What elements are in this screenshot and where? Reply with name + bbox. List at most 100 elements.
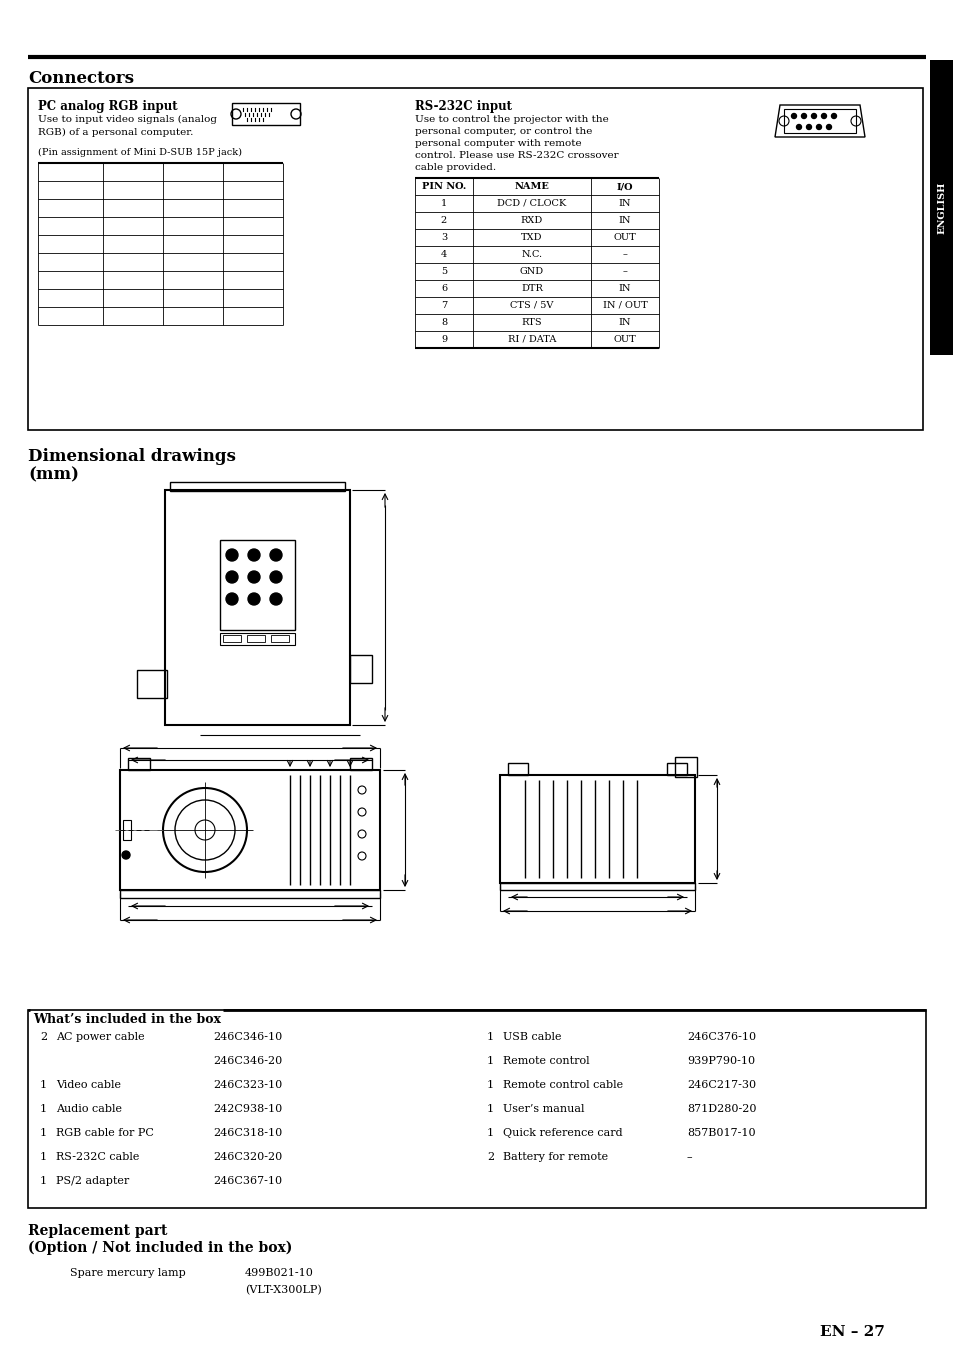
Text: RI / DATA: RI / DATA [507, 335, 556, 345]
Text: 242C938-10: 242C938-10 [213, 1104, 282, 1115]
Text: 246C318-10: 246C318-10 [213, 1128, 282, 1138]
Text: PC analog RGB input: PC analog RGB input [38, 100, 177, 113]
Text: IN: IN [618, 216, 631, 226]
Bar [223, 635, 241, 642]
Bar [350, 758, 372, 770]
Text: 1: 1 [40, 1079, 47, 1090]
Circle shape [270, 571, 282, 584]
Circle shape [801, 113, 805, 119]
Bar [507, 763, 527, 775]
Text: ENGLISH: ENGLISH [937, 181, 945, 234]
Text: GND: GND [519, 267, 543, 276]
Circle shape [226, 571, 237, 584]
Bar [220, 634, 294, 644]
Text: TXD: TXD [520, 232, 542, 242]
Text: EN – 27: EN – 27 [820, 1325, 884, 1339]
Bar [165, 490, 350, 725]
Text: 2: 2 [440, 216, 447, 226]
Text: DTR: DTR [520, 284, 542, 293]
Bar [137, 670, 167, 698]
Text: 246C346-20: 246C346-20 [213, 1056, 282, 1066]
Text: cable provided.: cable provided. [415, 163, 496, 172]
Text: personal computer, or control the: personal computer, or control the [415, 127, 592, 136]
Bar [247, 635, 265, 642]
Circle shape [791, 113, 796, 119]
Text: CTS / 5V: CTS / 5V [510, 301, 553, 309]
Circle shape [270, 549, 282, 561]
Text: Remote control cable: Remote control cable [502, 1079, 622, 1090]
Text: What’s included in the box: What’s included in the box [33, 1013, 221, 1025]
Text: IN: IN [618, 284, 631, 293]
Text: (VLT-X300LP): (VLT-X300LP) [245, 1285, 321, 1296]
Text: 8: 8 [440, 317, 447, 327]
Text: 246C346-10: 246C346-10 [213, 1032, 282, 1042]
Circle shape [821, 113, 825, 119]
Text: IN / OUT: IN / OUT [602, 301, 647, 309]
Circle shape [248, 571, 260, 584]
Bar [929, 59, 953, 355]
Text: control. Please use RS-232C crossover: control. Please use RS-232C crossover [415, 151, 618, 159]
Text: RTS: RTS [521, 317, 541, 327]
Bar [123, 820, 131, 840]
Text: I/O: I/O [616, 182, 633, 190]
Text: 5: 5 [440, 267, 447, 276]
Text: Spare mercury lamp: Spare mercury lamp [70, 1269, 186, 1278]
Text: (Pin assignment of Mini D-SUB 15P jack): (Pin assignment of Mini D-SUB 15P jack) [38, 149, 242, 157]
Text: Connectors: Connectors [28, 70, 133, 86]
Text: 871D280-20: 871D280-20 [686, 1104, 756, 1115]
Circle shape [248, 593, 260, 605]
Text: 1: 1 [486, 1128, 494, 1138]
Text: –: – [622, 250, 627, 259]
Text: 246C320-20: 246C320-20 [213, 1152, 282, 1162]
Bar [675, 757, 697, 777]
Text: 1: 1 [486, 1104, 494, 1115]
Text: 857B017-10: 857B017-10 [686, 1128, 755, 1138]
Bar [28, 88, 923, 430]
Text: 1: 1 [486, 1079, 494, 1090]
Text: RGB) of a personal computer.: RGB) of a personal computer. [38, 128, 193, 136]
Text: USB cable: USB cable [502, 1032, 561, 1042]
Text: Battery for remote: Battery for remote [502, 1152, 607, 1162]
Text: (Option / Not included in the box): (Option / Not included in the box) [28, 1242, 292, 1255]
Text: RXD: RXD [520, 216, 542, 226]
Text: 1: 1 [486, 1056, 494, 1066]
Text: 246C376-10: 246C376-10 [686, 1032, 756, 1042]
Text: RGB cable for PC: RGB cable for PC [56, 1128, 153, 1138]
Text: AC power cable: AC power cable [56, 1032, 145, 1042]
Circle shape [805, 124, 811, 130]
Text: 7: 7 [440, 301, 447, 309]
Circle shape [831, 113, 836, 119]
Text: 1: 1 [40, 1175, 47, 1186]
Bar [120, 770, 379, 890]
Text: 499B021-10: 499B021-10 [245, 1269, 314, 1278]
Bar [783, 109, 855, 132]
Text: PS/2 adapter: PS/2 adapter [56, 1175, 129, 1186]
Text: Replacement part: Replacement part [28, 1224, 167, 1238]
Text: 1: 1 [40, 1104, 47, 1115]
Text: N.C.: N.C. [521, 250, 542, 259]
Text: OUT: OUT [613, 232, 636, 242]
Bar [499, 884, 695, 890]
Circle shape [226, 593, 237, 605]
Text: 246C217-30: 246C217-30 [686, 1079, 756, 1090]
Text: Use to input video signals (analog: Use to input video signals (analog [38, 115, 216, 124]
Text: IN: IN [618, 317, 631, 327]
Bar [350, 655, 372, 684]
Text: 1: 1 [486, 1032, 494, 1042]
Text: –: – [622, 267, 627, 276]
Bar [666, 763, 686, 775]
Circle shape [226, 549, 237, 561]
Text: RS-232C cable: RS-232C cable [56, 1152, 139, 1162]
Text: 2: 2 [40, 1032, 47, 1042]
Bar [128, 758, 150, 770]
Text: Use to control the projector with the: Use to control the projector with the [415, 115, 608, 124]
Bar [232, 103, 299, 126]
Circle shape [122, 851, 130, 859]
Text: 246C367-10: 246C367-10 [213, 1175, 282, 1186]
Circle shape [816, 124, 821, 130]
Text: (mm): (mm) [28, 466, 79, 484]
Text: personal computer with remote: personal computer with remote [415, 139, 581, 149]
Text: 9: 9 [440, 335, 447, 345]
Text: Video cable: Video cable [56, 1079, 121, 1090]
Text: RS-232C input: RS-232C input [415, 100, 512, 113]
